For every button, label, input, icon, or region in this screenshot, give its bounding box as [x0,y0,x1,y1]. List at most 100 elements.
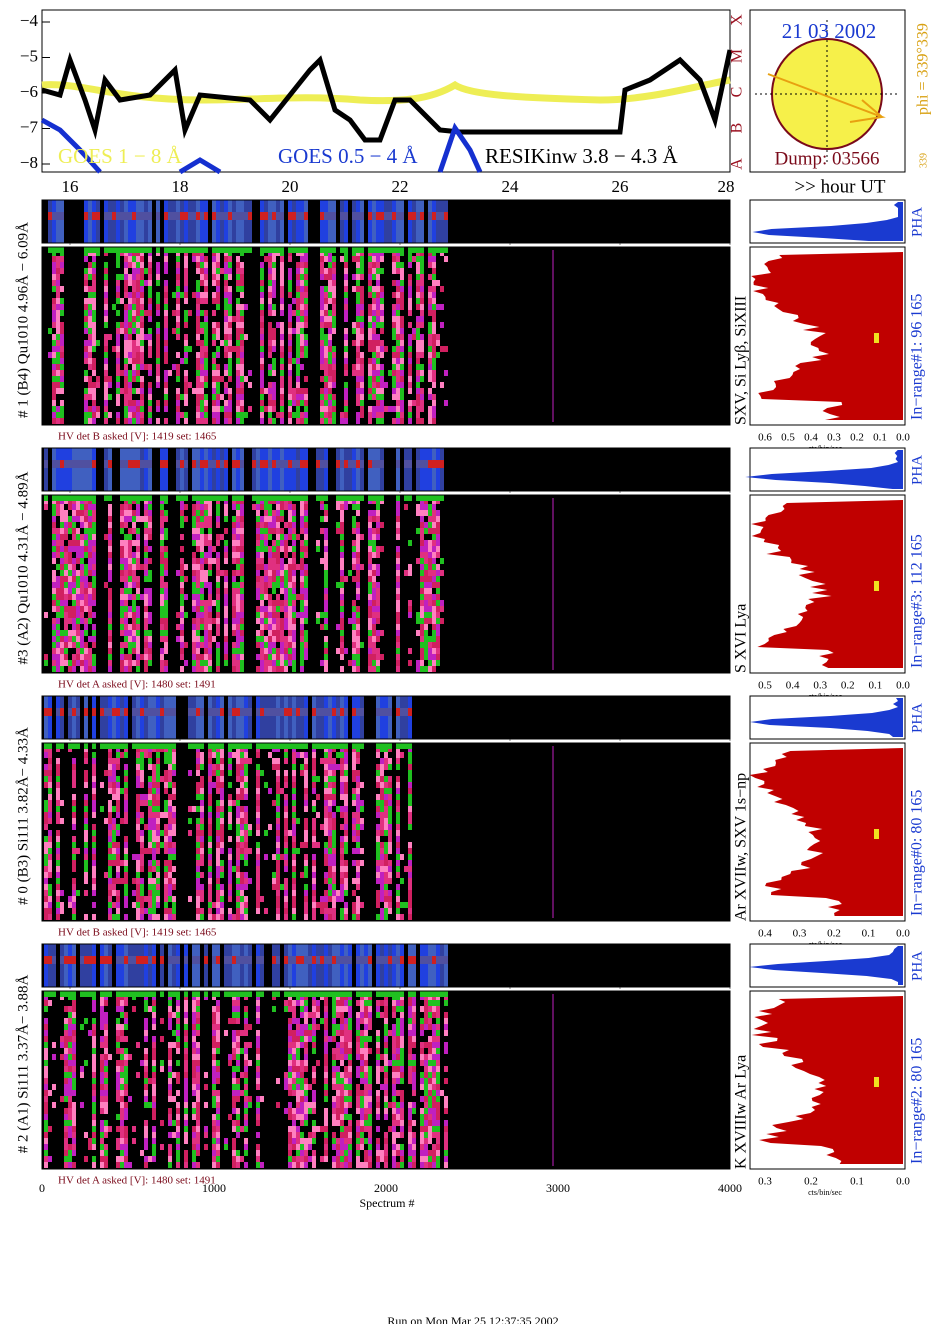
pixel [64,600,68,606]
pixel [260,558,264,564]
strip-band [336,460,340,468]
pixel [304,310,308,316]
pixel [224,340,228,346]
pixel [440,570,444,576]
pixel [204,292,208,298]
pixel [320,528,324,534]
pixel [260,606,264,612]
pixel [276,540,280,546]
pixel [44,612,48,618]
pixel [160,522,164,528]
pixel [336,648,340,654]
pixel [120,546,124,552]
pixel [268,648,272,654]
pixel [340,860,344,866]
strip-band [68,460,72,468]
pixel [204,654,208,660]
pixel [200,364,204,370]
edge [376,247,380,253]
pixel [236,896,240,902]
pixel [424,522,428,528]
edge [184,247,188,253]
pixel [352,666,356,672]
pixel [416,328,420,334]
pixel [92,412,96,418]
pixel [368,316,372,322]
pixel [116,292,120,298]
pixel [208,896,212,902]
edge [44,495,48,501]
strip-band [284,460,288,468]
pixel [312,914,316,920]
pixel [152,830,156,836]
pixel [296,418,300,424]
pixel [312,866,316,872]
pixel [328,418,332,424]
pixel [288,292,292,298]
pixel [48,854,52,860]
pixel [180,624,184,630]
pixel [196,866,200,872]
pixel [424,594,428,600]
pixel [220,340,224,346]
pixel [124,878,128,884]
pixel [416,298,420,304]
pixel [184,388,188,394]
pixel [84,274,88,280]
pixel [136,280,140,286]
strip-col [92,200,96,243]
pixel [328,328,332,334]
pixel [172,818,176,824]
pixel [360,352,364,358]
pixel [132,636,136,642]
pixel [80,540,84,546]
pixel [344,370,348,376]
strip-band [44,460,48,468]
pixel [140,818,144,824]
pixel [344,352,348,358]
pixel [380,400,384,406]
pixel [140,358,144,364]
pixel [396,528,400,534]
pixel [324,406,328,412]
pixel [144,510,148,516]
pixel [424,540,428,546]
pixel [220,806,224,812]
pixel [124,902,128,908]
pixel [292,570,296,576]
pixel [256,522,260,528]
pixel [340,806,344,812]
pixel [164,624,168,630]
pixel [164,256,168,262]
pixel [352,758,356,764]
pixel [216,788,220,794]
pixel [136,274,140,280]
strip-col [204,200,208,243]
pixel [356,358,360,364]
pixel [340,504,344,510]
pixel [372,660,376,666]
pixel [284,642,288,648]
pixel [52,534,56,540]
pixel [132,564,136,570]
pixel [356,618,360,624]
pixel [352,890,356,896]
pixel [284,654,288,660]
strip-band [336,708,340,716]
pixel [80,648,84,654]
pixel [56,896,60,902]
pixel [120,570,124,576]
pixel [288,310,292,316]
pixel [120,752,124,758]
pixel [340,914,344,920]
strip-band [296,460,300,468]
strip-col [156,696,160,739]
pixel [92,812,96,818]
pixel [196,256,200,262]
pixel [284,612,288,618]
pixel [108,564,112,570]
pixel [116,812,120,818]
pixel [236,624,240,630]
pixel [428,376,432,382]
pixel [268,280,272,286]
